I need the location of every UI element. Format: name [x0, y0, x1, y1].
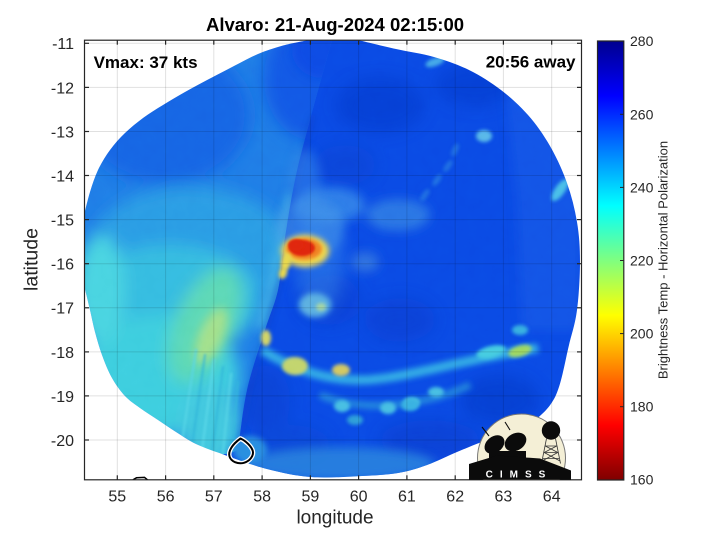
svg-text:-13: -13: [51, 124, 74, 141]
svg-text:Brightness Temp - Horizontal P: Brightness Temp - Horizontal Polarizatio…: [656, 141, 671, 379]
svg-text:56: 56: [157, 489, 175, 506]
svg-text:-12: -12: [51, 80, 74, 97]
svg-text:64: 64: [543, 489, 561, 506]
svg-text:-14: -14: [51, 168, 74, 185]
svg-text:-16: -16: [51, 257, 74, 274]
svg-text:-17: -17: [51, 301, 74, 318]
svg-text:-19: -19: [51, 389, 74, 406]
svg-text:58: 58: [253, 489, 271, 506]
svg-text:longitude: longitude: [296, 508, 373, 529]
svg-text:63: 63: [495, 489, 513, 506]
svg-text:Alvaro: 21-Aug-2024 02:15:00: Alvaro: 21-Aug-2024 02:15:00: [206, 14, 464, 35]
svg-text:61: 61: [398, 489, 416, 506]
svg-text:-11: -11: [52, 36, 74, 53]
svg-text:180: 180: [630, 399, 654, 415]
svg-text:-15: -15: [51, 213, 74, 230]
svg-text:240: 240: [630, 179, 654, 195]
svg-text:220: 220: [630, 253, 654, 269]
svg-text:60: 60: [350, 489, 368, 506]
svg-text:Vmax: 37 kts: Vmax: 37 kts: [94, 53, 198, 72]
svg-text:160: 160: [630, 472, 654, 488]
svg-text:-20: -20: [51, 433, 74, 450]
svg-text:-18: -18: [51, 345, 74, 362]
svg-text:CIMSS: CIMSS: [486, 470, 553, 481]
svg-text:20:56 away: 20:56 away: [486, 53, 576, 72]
svg-text:62: 62: [446, 489, 464, 506]
svg-text:59: 59: [302, 489, 320, 506]
svg-text:280: 280: [630, 33, 654, 49]
svg-text:57: 57: [205, 489, 223, 506]
svg-text:200: 200: [630, 326, 654, 342]
svg-text:55: 55: [108, 489, 126, 506]
svg-text:260: 260: [630, 106, 654, 122]
svg-text:latitude: latitude: [21, 228, 43, 291]
